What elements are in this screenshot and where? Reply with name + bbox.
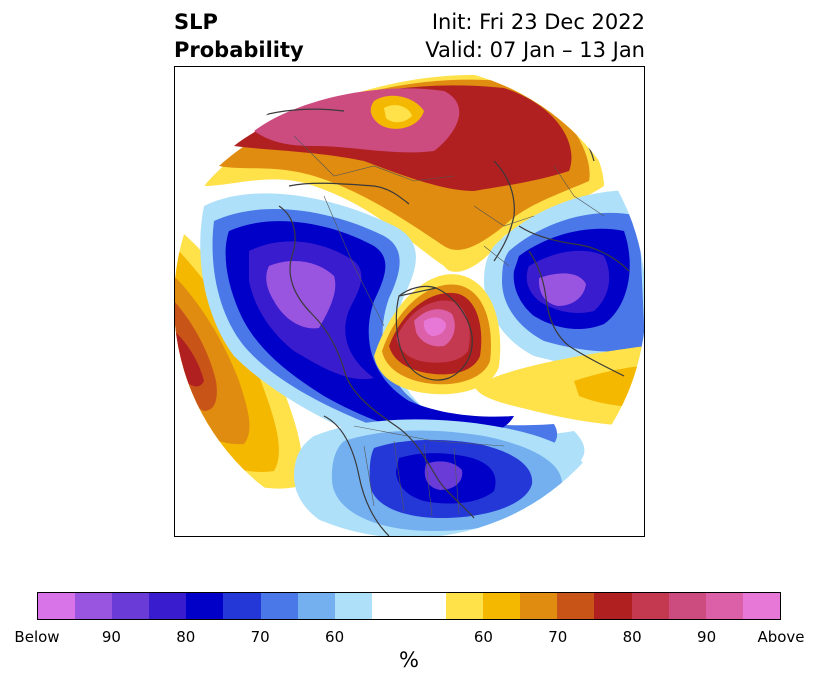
date-info: Init: Fri 23 Dec 2022 Valid: 07 Jan – 13… [300, 8, 645, 64]
colorbar-segment [594, 593, 632, 619]
colorbar-segment [334, 593, 372, 619]
colorbar-tick-label: 60 [325, 628, 345, 646]
colorbar-segment [297, 593, 335, 619]
probability-map [174, 66, 645, 537]
colorbar-tick-label: 60 [473, 628, 493, 646]
probability-contours [174, 74, 645, 537]
colorbar-tick-label: Above [757, 628, 805, 646]
eastern-below-normal-region [484, 190, 645, 371]
northern-above-normal-region [204, 74, 604, 272]
colorbar-segment [408, 593, 447, 619]
colorbar-tick-label: Below [14, 628, 60, 646]
map-title: SLP Probability [174, 8, 304, 64]
colorbar-segment [371, 593, 409, 619]
colorbar-segment [483, 593, 521, 619]
colorbar-tick-label: 80 [622, 628, 642, 646]
colorbar-segment [223, 593, 261, 619]
colorbar-segment [446, 593, 484, 619]
colorbar-segment [75, 593, 113, 619]
colorbar-segment [742, 593, 780, 619]
valid-date-label: Valid: 07 Jan – 13 Jan [425, 38, 645, 62]
colorbar-segment [186, 593, 224, 619]
title-line-2: Probability [174, 38, 304, 62]
colorbar-tick-label: 70 [548, 628, 568, 646]
colorbar-segment [705, 593, 743, 619]
colorbar-segment [112, 593, 150, 619]
colorbar-segment [668, 593, 706, 619]
colorbar-segment [149, 593, 187, 619]
title-line-1: SLP [174, 10, 218, 34]
colorbar-tick-label: 90 [101, 628, 121, 646]
colorbar-segment [520, 593, 558, 619]
colorbar-tick-label: 70 [250, 628, 270, 646]
colorbar-tick-label: 80 [176, 628, 196, 646]
colorbar-tick-label: 90 [697, 628, 717, 646]
colorbar-unit-label: % [399, 648, 419, 672]
init-date-label: Init: Fri 23 Dec 2022 [431, 10, 645, 34]
political-boundaries [293, 135, 605, 517]
colorbar-segment [260, 593, 298, 619]
colorbar [37, 592, 781, 620]
colorbar-segment [631, 593, 669, 619]
central-above-normal-region [374, 274, 501, 395]
colorbar-segment [557, 593, 595, 619]
colorbar-segment [38, 593, 76, 619]
